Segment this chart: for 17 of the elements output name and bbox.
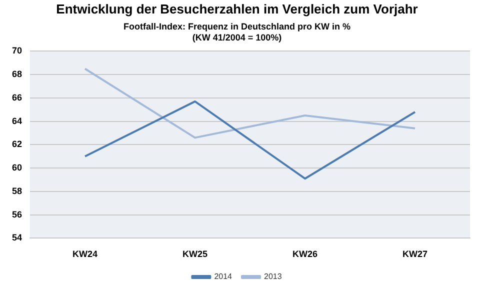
legend-label: 2013 — [264, 272, 282, 282]
y-tick-label: 68 — [12, 69, 22, 80]
x-tick-label: KW27 — [402, 249, 428, 260]
y-tick-label: 58 — [12, 186, 22, 196]
x-tick-label: KW24 — [72, 249, 98, 260]
chart-subtitle: Footfall-Index: Frequenz in Deutschland pro KW in % (KW 41/2004 = 100%) — [124, 21, 350, 42]
y-tick-label: 66 — [12, 92, 22, 102]
y-tick-label: 60 — [12, 162, 22, 173]
legend-label: 2014 — [214, 272, 233, 282]
chart-title: Entwicklung der Besucherzahlen im Vergleich zum Vorjahr — [56, 1, 418, 16]
y-tick-label: 62 — [12, 139, 22, 150]
y-tick-label: 70 — [12, 46, 22, 56]
x-tick-label: KW25 — [182, 249, 208, 260]
y-tick-label: 54 — [12, 232, 22, 243]
y-tick-label: 64 — [12, 116, 22, 126]
x-tick-label: KW26 — [292, 249, 318, 260]
y-tick-label: 56 — [12, 209, 22, 220]
